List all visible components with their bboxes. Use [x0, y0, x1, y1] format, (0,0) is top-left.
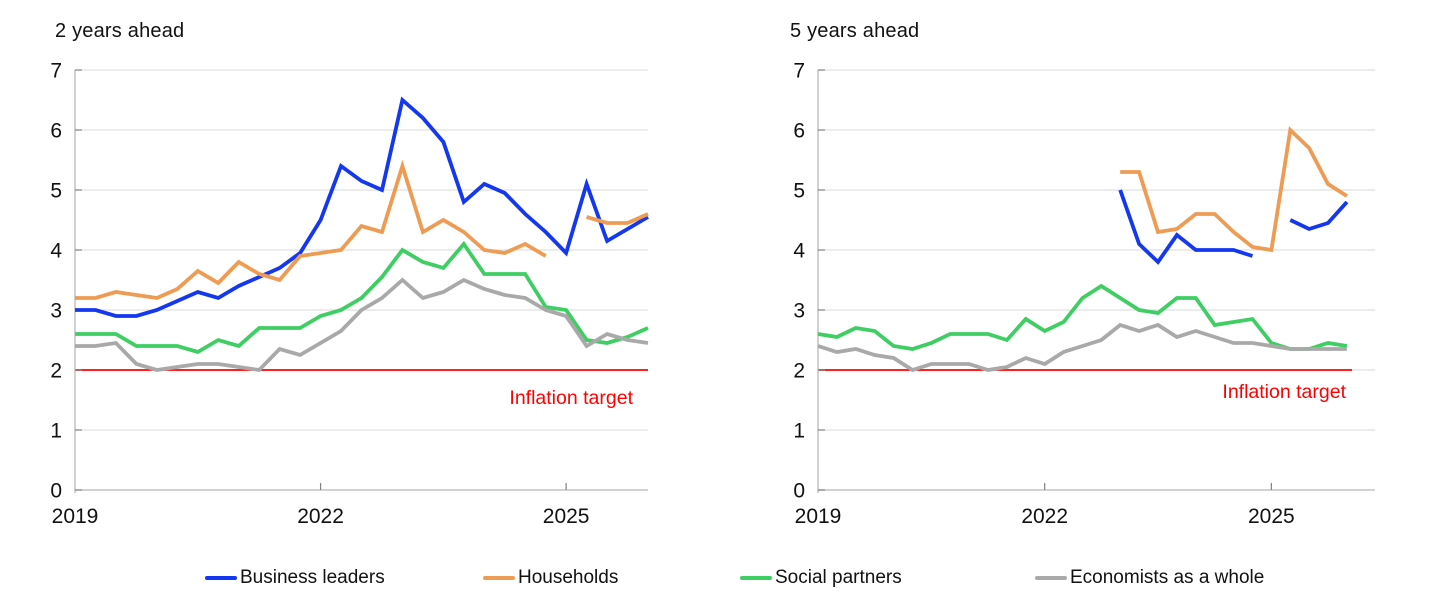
- series-line-households: [1120, 126, 1348, 253]
- y-tick-label: 6: [50, 120, 62, 143]
- legend-label-business-leaders: Business leaders: [240, 567, 385, 588]
- series-line-business-leaders: [1289, 200, 1349, 232]
- inflation-target-label: Inflation target: [1222, 381, 1346, 403]
- legend-item-economists: Economists as a whole: [1035, 565, 1264, 591]
- y-tick-label: 0: [50, 480, 62, 503]
- legend: Business leaders Households Social partn…: [0, 565, 1445, 593]
- y-tick-label: 2: [793, 360, 805, 383]
- series-line-social-partners: [75, 240, 649, 355]
- y-tick-label: 3: [50, 300, 62, 323]
- y-tick-label: 6: [793, 120, 805, 143]
- chart-panel-5-years-ahead: 0 1 2 3 4 5 6 7 2019 2022 2025 Inflation target: [793, 60, 1375, 528]
- x-tick-label: 2025: [543, 505, 590, 528]
- y-tick-label: 7: [793, 60, 805, 83]
- panel-title-2-years-ahead: 2 years ahead: [55, 20, 185, 42]
- legend-swatch-households: [483, 576, 515, 580]
- panel-title-5-years-ahead: 5 years ahead: [790, 20, 920, 42]
- chart-panel-2-years-ahead: 0 1 2 3 4 5 6 7 2019 2022 2025 Inflation target: [50, 60, 649, 528]
- y-tick-label: 1: [50, 420, 62, 443]
- series-line-economists-as-a-whole: [817, 322, 1347, 373]
- y-tick-label: 1: [793, 420, 805, 443]
- y-tick-label: 7: [50, 60, 62, 83]
- legend-item-households: Households: [483, 565, 618, 591]
- legend-swatch-business-leaders: [205, 576, 237, 580]
- inflation-expectations-chart: 0 1 2 3 4 5 6 7 2019 2022 2025 Inflation target 0 1 2 3…: [50, 60, 1375, 528]
- x-tick-label: 2025: [1248, 505, 1295, 528]
- y-tick-label: 2: [50, 360, 62, 383]
- y-tick-label: 4: [793, 240, 805, 263]
- legend-label-economists: Economists as a whole: [1070, 567, 1265, 588]
- y-tick-label: 0: [793, 480, 805, 503]
- legend-label-social-partners: Social partners: [775, 567, 902, 588]
- series-line-households: [586, 212, 649, 225]
- y-tick-label: 3: [793, 300, 805, 323]
- legend-item-social-partners: Social partners: [740, 565, 902, 591]
- x-tick-label: 2022: [1021, 505, 1068, 528]
- series-line-business-leaders: [75, 96, 649, 318]
- inflation-target-label: Inflation target: [509, 387, 633, 409]
- legend-label-households: Households: [518, 567, 619, 588]
- series-line-social-partners: [817, 283, 1348, 351]
- x-tick-label: 2022: [297, 505, 344, 528]
- legend-item-business-leaders: Business leaders: [205, 565, 385, 591]
- legend-swatch-social-partners: [740, 576, 772, 580]
- series-line-households: [75, 159, 547, 300]
- y-tick-label: 5: [50, 180, 62, 203]
- y-tick-label: 4: [50, 240, 62, 263]
- series-line-business-leaders: [1118, 189, 1254, 265]
- x-tick-label: 2019: [52, 505, 99, 528]
- y-tick-label: 5: [793, 180, 805, 203]
- legend-swatch-economists: [1035, 576, 1067, 580]
- series-line-economists-as-a-whole: [75, 277, 649, 373]
- x-tick-label: 2019: [795, 505, 842, 528]
